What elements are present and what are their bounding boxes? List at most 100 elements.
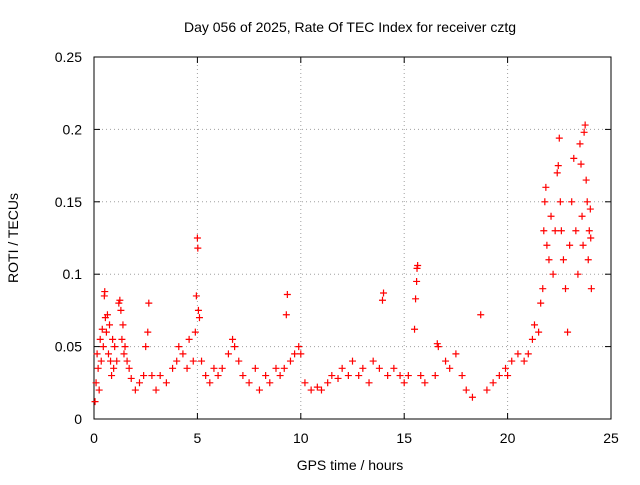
- data-point: [231, 343, 239, 351]
- data-point: [195, 314, 203, 322]
- chart-title: Day 056 of 2025, Rate Of TEC Index for r…: [184, 19, 516, 35]
- data-point: [417, 372, 425, 380]
- data-point: [307, 386, 315, 394]
- data-point: [554, 162, 562, 170]
- data-point: [542, 183, 550, 191]
- data-point: [400, 379, 408, 387]
- data-point: [468, 393, 476, 401]
- data-point: [434, 343, 442, 351]
- data-point: [191, 328, 199, 336]
- data-point: [106, 321, 114, 329]
- data-point: [543, 241, 551, 249]
- data-point: [229, 335, 237, 343]
- data-point: [587, 234, 595, 242]
- y-tick-label: 0.15: [55, 194, 82, 210]
- data-point: [95, 386, 103, 394]
- data-point: [239, 372, 247, 380]
- data-point: [462, 386, 470, 394]
- data-point: [202, 372, 210, 380]
- data-point: [173, 357, 181, 365]
- data-point: [127, 374, 135, 382]
- data-point: [251, 364, 259, 372]
- data-point: [369, 357, 377, 365]
- data-point: [94, 364, 102, 372]
- data-point: [198, 357, 206, 365]
- data-point: [365, 379, 373, 387]
- x-tick-label: 15: [396, 430, 412, 446]
- data-points: [91, 121, 595, 406]
- data-point: [266, 379, 274, 387]
- data-point: [539, 285, 547, 293]
- x-tick-label: 5: [194, 430, 202, 446]
- data-point: [572, 227, 580, 235]
- data-point: [375, 364, 383, 372]
- y-tick-label: 0.05: [55, 339, 82, 355]
- data-point: [585, 227, 593, 235]
- y-tick-label: 0.25: [55, 49, 82, 65]
- data-point: [117, 306, 125, 314]
- data-point: [169, 364, 177, 372]
- data-point: [224, 350, 232, 358]
- data-point: [442, 357, 450, 365]
- y-tick-label: 0.1: [63, 266, 83, 282]
- data-point: [162, 379, 170, 387]
- data-point: [194, 306, 202, 314]
- data-point: [123, 357, 131, 365]
- data-point: [175, 343, 183, 351]
- data-point: [193, 234, 201, 242]
- data-point: [577, 160, 585, 168]
- data-point: [334, 374, 342, 382]
- data-point: [580, 128, 588, 136]
- data-point: [349, 357, 356, 365]
- data-point: [452, 350, 460, 358]
- data-point: [477, 311, 485, 319]
- data-point: [557, 227, 565, 235]
- data-point: [537, 299, 545, 307]
- data-point: [96, 335, 104, 343]
- data-point: [116, 296, 124, 304]
- data-point: [576, 140, 584, 148]
- data-point: [547, 212, 555, 220]
- data-point: [545, 256, 553, 264]
- data-point: [144, 328, 152, 336]
- data-point: [458, 372, 466, 380]
- data-point: [210, 364, 218, 372]
- plot-area-border: [93, 56, 612, 420]
- data-point: [502, 364, 510, 372]
- data-point: [524, 350, 532, 358]
- data-point: [514, 350, 522, 358]
- data-point: [520, 357, 528, 365]
- x-tick-label: 10: [293, 430, 309, 446]
- data-point: [93, 350, 101, 358]
- data-point: [110, 364, 118, 372]
- data-point: [262, 372, 270, 380]
- data-point: [413, 277, 421, 285]
- data-point: [555, 134, 563, 142]
- data-point: [541, 198, 549, 206]
- data-point: [380, 289, 388, 297]
- data-point: [446, 364, 454, 372]
- data-point: [280, 364, 288, 372]
- data-point: [568, 198, 576, 206]
- data-point: [99, 343, 107, 351]
- grid-lines: [94, 57, 611, 419]
- data-point: [104, 350, 112, 358]
- data-point: [142, 343, 150, 351]
- data-point: [145, 299, 153, 307]
- x-axis-label: GPS time / hours: [297, 457, 404, 473]
- data-point: [344, 372, 352, 380]
- data-point: [581, 121, 589, 129]
- data-point: [119, 321, 127, 329]
- data-point: [549, 270, 557, 278]
- data-point: [235, 357, 243, 365]
- data-point: [587, 285, 595, 293]
- data-point: [530, 321, 538, 329]
- data-point: [291, 350, 299, 358]
- data-point: [553, 169, 561, 177]
- data-point: [535, 328, 543, 336]
- data-point: [421, 379, 429, 387]
- data-point: [103, 311, 111, 319]
- x-tick-label: 20: [500, 430, 516, 446]
